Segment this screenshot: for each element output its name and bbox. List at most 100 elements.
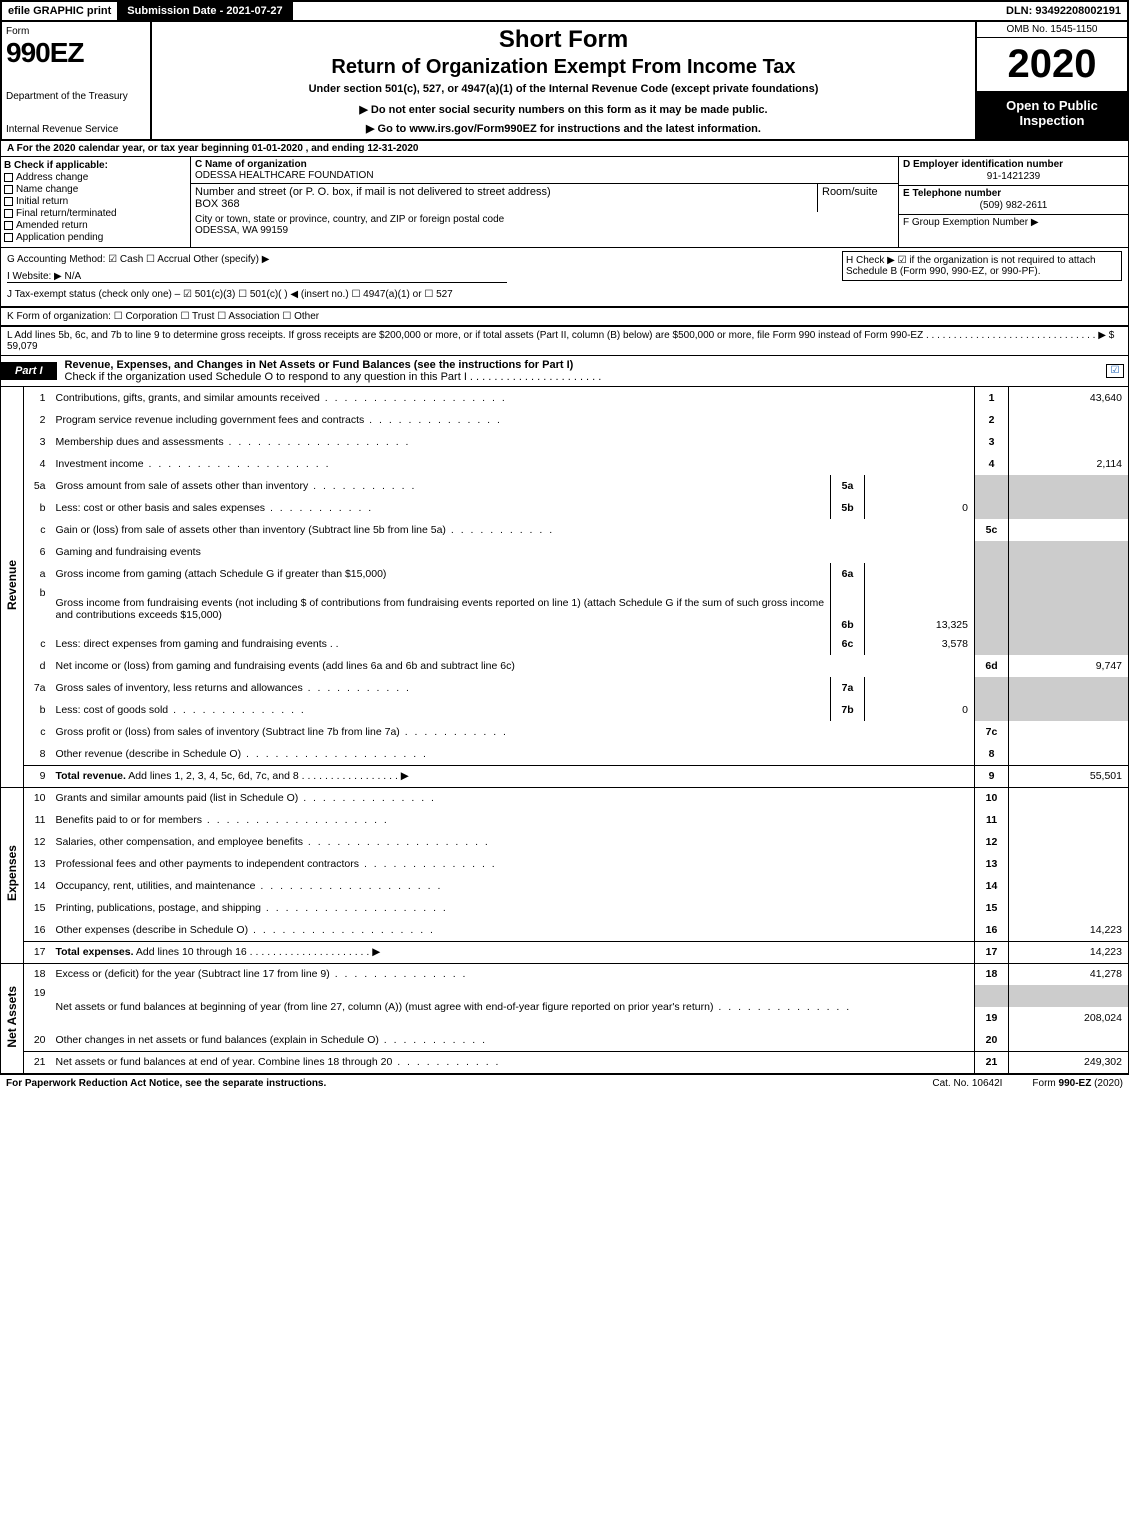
box-c: C Name of organization ODESSA HEALTHCARE… bbox=[191, 157, 898, 247]
rv-6a bbox=[1009, 563, 1129, 585]
ein-value: 91-1421239 bbox=[903, 170, 1124, 183]
ml-5b: 5b bbox=[831, 497, 865, 519]
footer-right: Form 990-EZ (2020) bbox=[1032, 1078, 1123, 1089]
ln-6c: c bbox=[24, 633, 52, 655]
chk-initial[interactable]: Initial return bbox=[4, 196, 187, 207]
footer: For Paperwork Reduction Act Notice, see … bbox=[0, 1074, 1129, 1092]
rv-8 bbox=[1009, 743, 1129, 765]
ln-19b bbox=[24, 1007, 52, 1029]
d-5b: Less: cost or other basis and sales expe… bbox=[56, 502, 374, 514]
group-exemption-label: F Group Exemption Number ▶ bbox=[903, 217, 1124, 228]
d-6b: Gross income from fundraising events (no… bbox=[56, 597, 825, 621]
mv-5a bbox=[865, 475, 975, 497]
ln-19: 19 bbox=[24, 985, 52, 1007]
rl-17: 17 bbox=[975, 941, 1009, 963]
d-6a: Gross income from gaming (attach Schedul… bbox=[56, 568, 387, 580]
rl-5c: 5c bbox=[975, 519, 1009, 541]
d-5c: Gain or (loss) from sale of assets other… bbox=[56, 524, 555, 536]
d-13: Professional fees and other payments to … bbox=[56, 858, 497, 870]
ln-21: 21 bbox=[24, 1051, 52, 1073]
line-j: J Tax-exempt status (check only one) – ☑… bbox=[7, 289, 1122, 300]
chk-pending[interactable]: Application pending bbox=[4, 232, 187, 243]
rl-8: 8 bbox=[975, 743, 1009, 765]
ln-6a: a bbox=[24, 563, 52, 585]
chk-final[interactable]: Final return/terminated bbox=[4, 208, 187, 219]
irs: Internal Revenue Service bbox=[6, 124, 146, 135]
ml-6c: 6c bbox=[831, 633, 865, 655]
ln-5a: 5a bbox=[24, 475, 52, 497]
rv-14 bbox=[1009, 875, 1129, 897]
ln-2: 2 bbox=[24, 409, 52, 431]
top-bar: efile GRAPHIC print Submission Date - 20… bbox=[0, 0, 1129, 22]
part1-checkbox[interactable]: ☑ bbox=[1106, 364, 1124, 378]
org-name-label: C Name of organization bbox=[195, 159, 307, 170]
ln-6b: b bbox=[24, 585, 52, 633]
rv-1: 43,640 bbox=[1009, 387, 1129, 409]
d-12: Salaries, other compensation, and employ… bbox=[56, 836, 490, 848]
mv-7b: 0 bbox=[865, 699, 975, 721]
ein-label: D Employer identification number bbox=[903, 159, 1124, 170]
ln-17: 17 bbox=[24, 941, 52, 963]
goto-link[interactable]: ▶ Go to www.irs.gov/Form990EZ for instru… bbox=[160, 122, 967, 135]
ln-18: 18 bbox=[24, 963, 52, 985]
ln-7b: b bbox=[24, 699, 52, 721]
part1-header: Part I Revenue, Expenses, and Changes in… bbox=[0, 356, 1129, 387]
ml-7b: 7b bbox=[831, 699, 865, 721]
d-7c: Gross profit or (loss) from sales of inv… bbox=[56, 726, 508, 738]
ln-7a: 7a bbox=[24, 677, 52, 699]
rv-19a bbox=[1009, 985, 1129, 1007]
rl-1: 1 bbox=[975, 387, 1009, 409]
ssn-warning: ▶ Do not enter social security numbers o… bbox=[160, 103, 967, 116]
ml-7a: 7a bbox=[831, 677, 865, 699]
street-label: Number and street (or P. O. box, if mail… bbox=[195, 186, 551, 198]
ml-6b: 6b bbox=[831, 585, 865, 633]
rv-6 bbox=[1009, 541, 1129, 563]
rv-3 bbox=[1009, 431, 1129, 453]
room-suite-label: Room/suite bbox=[818, 184, 898, 212]
part1-title: Revenue, Expenses, and Changes in Net As… bbox=[65, 359, 574, 371]
under-section: Under section 501(c), 527, or 4947(a)(1)… bbox=[160, 83, 967, 95]
ln-14: 14 bbox=[24, 875, 52, 897]
ln-5c: c bbox=[24, 519, 52, 541]
rv-6b bbox=[1009, 585, 1129, 633]
ln-6: 6 bbox=[24, 541, 52, 563]
ml-6a: 6a bbox=[831, 563, 865, 585]
ln-6d: d bbox=[24, 655, 52, 677]
return-title: Return of Organization Exempt From Incom… bbox=[160, 56, 967, 79]
rv-7a bbox=[1009, 677, 1129, 699]
submission-date: Submission Date - 2021-07-27 bbox=[117, 2, 292, 20]
meta-block: H Check ▶ ☑ if the organization is not r… bbox=[0, 248, 1129, 307]
rl-15: 15 bbox=[975, 897, 1009, 919]
period-line: A For the 2020 calendar year, or tax yea… bbox=[0, 141, 1129, 157]
rv-2 bbox=[1009, 409, 1129, 431]
rl-2: 2 bbox=[975, 409, 1009, 431]
ln-10: 10 bbox=[24, 787, 52, 809]
d-7b: Less: cost of goods sold bbox=[56, 704, 306, 716]
rv-11 bbox=[1009, 809, 1129, 831]
chk-address[interactable]: Address change bbox=[4, 172, 187, 183]
rl-19: 19 bbox=[975, 1007, 1009, 1029]
department: Department of the Treasury bbox=[6, 91, 146, 102]
rv-10 bbox=[1009, 787, 1129, 809]
d-17: Total expenses. bbox=[56, 946, 134, 958]
rl-6b bbox=[975, 585, 1009, 633]
form-word: Form bbox=[6, 26, 146, 37]
phone-value: (509) 982-2611 bbox=[903, 199, 1124, 212]
d-5a: Gross amount from sale of assets other t… bbox=[56, 480, 417, 492]
d-10: Grants and similar amounts paid (list in… bbox=[56, 792, 436, 804]
rv-4: 2,114 bbox=[1009, 453, 1129, 475]
rv-5a bbox=[1009, 475, 1129, 497]
box-b-title: B Check if applicable: bbox=[4, 160, 187, 171]
chk-amended[interactable]: Amended return bbox=[4, 220, 187, 231]
rl-7c: 7c bbox=[975, 721, 1009, 743]
ln-9: 9 bbox=[24, 765, 52, 787]
rv-13 bbox=[1009, 853, 1129, 875]
chk-name[interactable]: Name change bbox=[4, 184, 187, 195]
rv-6d: 9,747 bbox=[1009, 655, 1129, 677]
header-center: Short Form Return of Organization Exempt… bbox=[152, 22, 977, 139]
mv-6a bbox=[865, 563, 975, 585]
rl-19a bbox=[975, 985, 1009, 1007]
header-left: Form 990EZ Department of the Treasury In… bbox=[2, 22, 152, 139]
footer-left: For Paperwork Reduction Act Notice, see … bbox=[6, 1078, 326, 1089]
side-expenses: Expenses bbox=[1, 787, 24, 963]
